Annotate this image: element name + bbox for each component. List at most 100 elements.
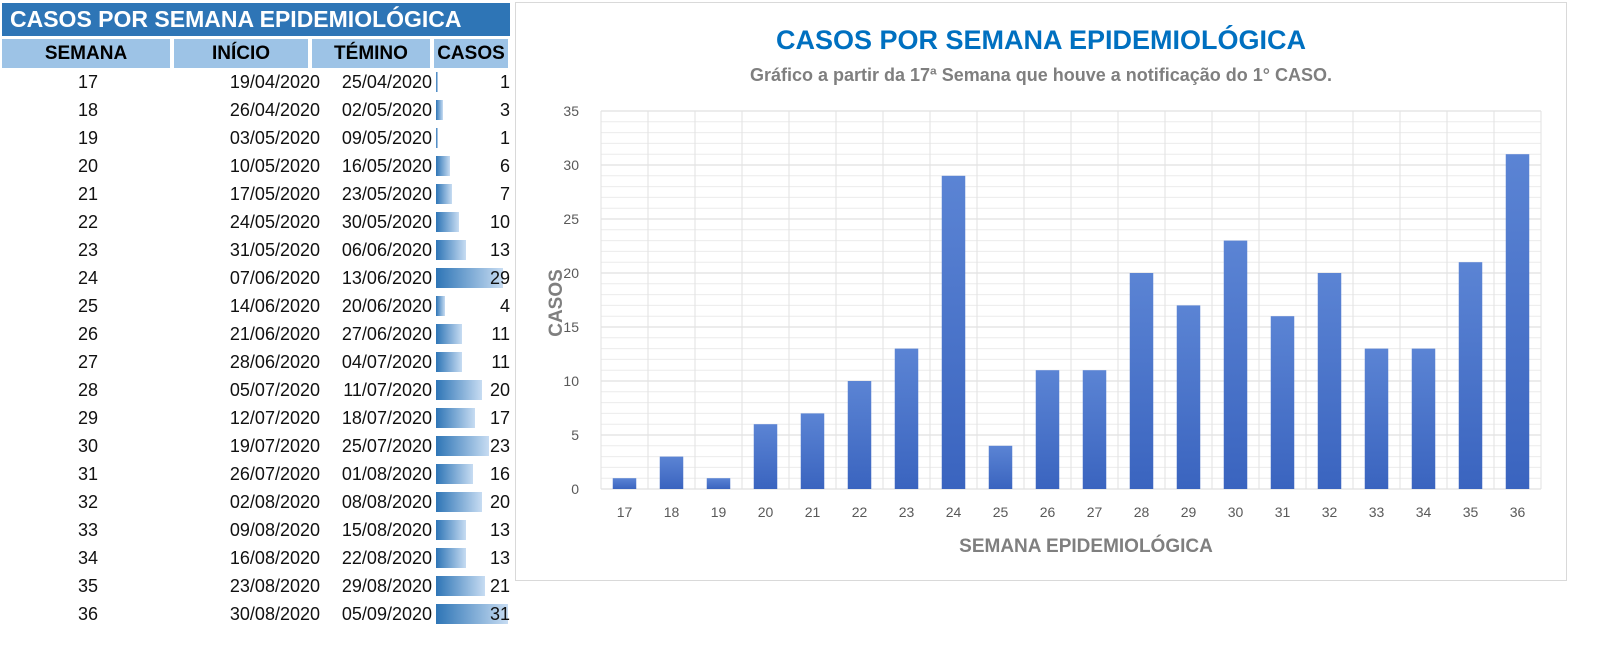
table-row: 35 23/08/2020 29/08/2020 21 [2, 572, 510, 600]
header-inicio: INÍCIO [174, 39, 308, 68]
bar [800, 413, 825, 489]
cell-termino: 04/07/2020 [341, 352, 432, 372]
y-tick-label: 15 [563, 319, 579, 335]
cell-semana: 27 [77, 352, 99, 372]
bar [612, 478, 637, 489]
cell-casos: 3 [436, 96, 510, 124]
bar [706, 478, 731, 489]
casos-value: 10 [489, 212, 510, 232]
table-row: 26 21/06/2020 27/06/2020 11 [2, 320, 510, 348]
data-bar [436, 380, 483, 400]
cell-semana: 34 [77, 548, 99, 568]
bar [1129, 273, 1154, 489]
cell-semana: 31 [77, 464, 99, 484]
cell-termino: 29/08/2020 [341, 576, 432, 596]
casos-value: 13 [489, 240, 510, 260]
cell-inicio: 31/05/2020 [229, 240, 320, 260]
cell-casos: 7 [436, 180, 510, 208]
cell-inicio: 09/08/2020 [229, 520, 320, 540]
x-tick-label: 28 [1134, 504, 1150, 520]
bar [1458, 262, 1483, 489]
casos-value: 23 [489, 436, 510, 456]
casos-value: 21 [489, 576, 510, 596]
x-tick-label: 21 [805, 504, 821, 520]
cell-semana: 35 [77, 576, 99, 596]
cell-termino: 06/06/2020 [341, 240, 432, 260]
table-row: 34 16/08/2020 22/08/2020 13 [2, 544, 510, 572]
cell-semana: 21 [77, 184, 99, 204]
cell-semana: 19 [77, 128, 99, 148]
y-tick-label: 5 [571, 427, 579, 443]
casos-value: 20 [489, 380, 510, 400]
table-row: 30 19/07/2020 25/07/2020 23 [2, 432, 510, 460]
casos-value: 6 [499, 156, 510, 176]
cell-inicio: 05/07/2020 [229, 380, 320, 400]
data-bar [436, 212, 460, 232]
x-tick-label: 34 [1416, 504, 1432, 520]
cell-termino: 08/08/2020 [341, 492, 432, 512]
casos-value: 13 [489, 520, 510, 540]
cell-semana: 18 [77, 100, 99, 120]
cell-casos: 29 [436, 264, 510, 292]
cell-inicio: 16/08/2020 [229, 548, 320, 568]
bar [1035, 370, 1060, 489]
y-tick-label: 20 [563, 265, 579, 281]
header-termino: TÉMINO [312, 39, 430, 68]
cell-inicio: 03/05/2020 [229, 128, 320, 148]
x-tick-label: 24 [946, 504, 962, 520]
table-row: 25 14/06/2020 20/06/2020 4 [2, 292, 510, 320]
bar [1364, 348, 1389, 489]
cell-inicio: 28/06/2020 [229, 352, 320, 372]
chart-subtitle: Gráfico a partir da 17ª Semana que houve… [750, 65, 1332, 85]
data-bar [436, 268, 504, 288]
cell-semana: 20 [77, 156, 99, 176]
data-bar [436, 240, 467, 260]
data-bar [436, 492, 483, 512]
cell-semana: 33 [77, 520, 99, 540]
x-tick-label: 35 [1463, 504, 1479, 520]
x-tick-label: 33 [1369, 504, 1385, 520]
cell-casos: 1 [436, 124, 510, 152]
x-tick-label: 36 [1510, 504, 1526, 520]
data-bar [436, 296, 446, 316]
data-bar [436, 576, 485, 596]
casos-value: 1 [499, 72, 510, 92]
cell-casos: 23 [436, 432, 510, 460]
casos-value: 1 [499, 128, 510, 148]
y-tick-label: 0 [571, 481, 579, 497]
x-tick-label: 30 [1228, 504, 1244, 520]
table-row: 21 17/05/2020 23/05/2020 7 [2, 180, 510, 208]
table-row: 24 07/06/2020 13/06/2020 29 [2, 264, 510, 292]
bar-chart: CASOS POR SEMANA EPIDEMIOLÓGICA Gráfico … [546, 24, 1542, 557]
bar [941, 175, 966, 490]
cell-casos: 11 [436, 348, 510, 376]
cell-inicio: 23/08/2020 [229, 576, 320, 596]
bar [1505, 154, 1530, 489]
cell-termino: 18/07/2020 [341, 408, 432, 428]
table-row: 22 24/05/2020 30/05/2020 10 [2, 208, 510, 236]
casos-value: 11 [491, 324, 510, 344]
table-row: 29 12/07/2020 18/07/2020 17 [2, 404, 510, 432]
cell-termino: 13/06/2020 [341, 268, 432, 288]
table-body: 17 19/04/2020 25/04/2020 1 18 26/04/2020 … [2, 68, 510, 628]
x-tick-label: 26 [1040, 504, 1056, 520]
x-tick-label: 20 [758, 504, 774, 520]
cell-inicio: 07/06/2020 [229, 268, 320, 288]
table-row: 17 19/04/2020 25/04/2020 1 [2, 68, 510, 96]
bar [1176, 305, 1201, 489]
data-bar [436, 128, 439, 148]
cell-termino: 23/05/2020 [341, 184, 432, 204]
cell-casos: 17 [436, 404, 510, 432]
casos-value: 31 [489, 604, 510, 624]
x-tick-label: 23 [899, 504, 915, 520]
cell-casos: 4 [436, 292, 510, 320]
table-header: SEMANA INÍCIO TÉMINO CASOS [2, 39, 510, 68]
table-row: 23 31/05/2020 06/06/2020 13 [2, 236, 510, 264]
cell-inicio: 17/05/2020 [229, 184, 320, 204]
casos-value: 3 [499, 100, 510, 120]
cell-casos: 20 [436, 488, 510, 516]
cell-inicio: 30/08/2020 [229, 604, 320, 624]
cell-termino: 05/09/2020 [341, 604, 432, 624]
x-tick-label: 19 [711, 504, 727, 520]
bar [753, 424, 778, 489]
